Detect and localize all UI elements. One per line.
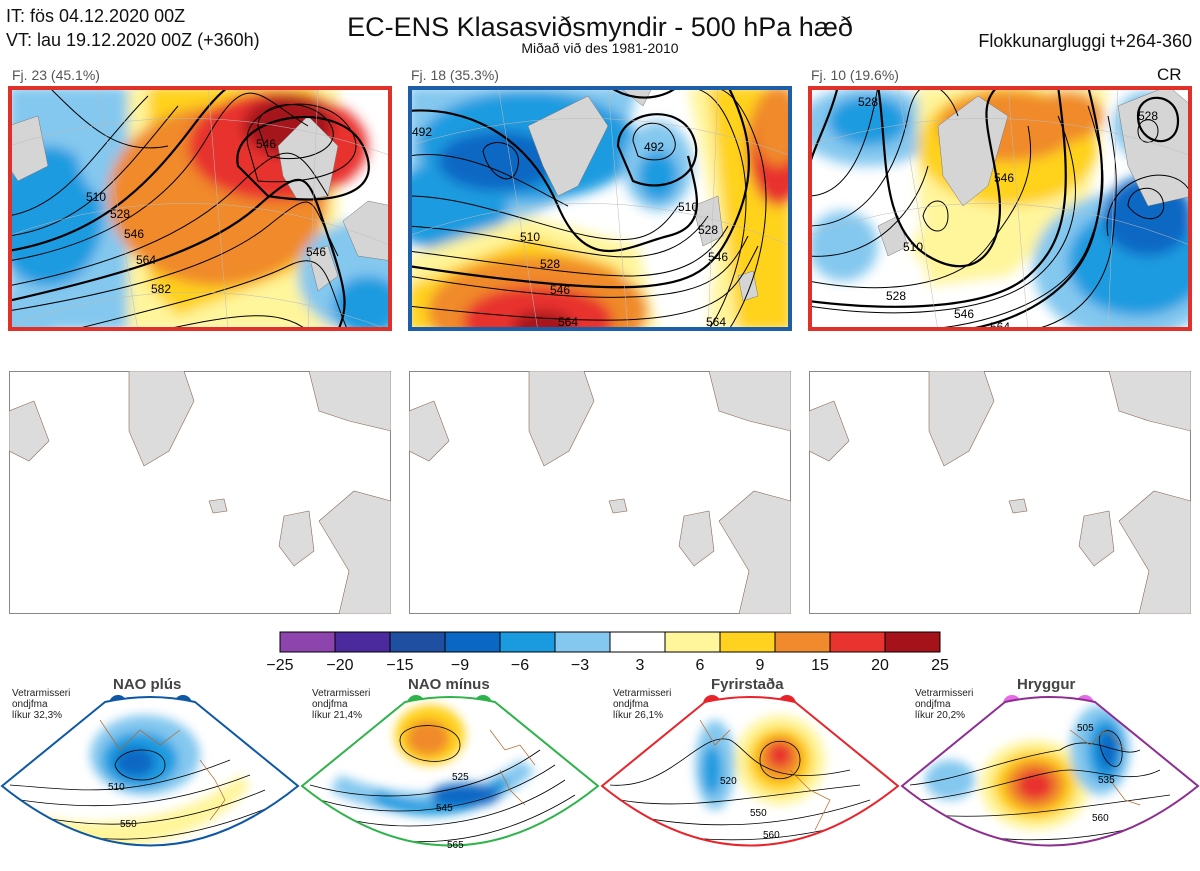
cluster-3-label: Fj. 10 (19.6%)	[811, 67, 899, 83]
contour-label: 560	[763, 830, 780, 841]
cluster-1-frame	[8, 86, 392, 331]
regime-4-title: Hryggur	[1017, 676, 1076, 693]
page-subtitle: Miðað við des 1981-2010	[521, 40, 679, 56]
colorbar-tick-label: 9	[756, 657, 765, 674]
regime-3-map: 520 550 560	[600, 695, 900, 847]
contour-label: 492	[644, 140, 664, 154]
contour-label: 564	[136, 253, 156, 267]
contour-label: 550	[750, 808, 767, 819]
contour-label: 528	[886, 289, 906, 303]
cluster-3-frame	[808, 86, 1192, 331]
colorbar-tick-label: 15	[811, 657, 829, 674]
contour-label: 528	[110, 207, 130, 221]
contour-label: 564	[558, 315, 578, 329]
colorbar-swatch	[664, 631, 721, 653]
cluster-3-regime-tag: CR	[1157, 65, 1182, 84]
contour-label: 560	[1092, 813, 1109, 824]
regime-2-map: 525 545 565	[300, 695, 600, 851]
colorbar-tick-label: −6	[511, 657, 529, 674]
colorbar-swatch	[609, 631, 666, 653]
contour-label: 546	[124, 227, 144, 241]
colorbar-tick-label: −3	[571, 657, 589, 674]
contour-label: 510	[86, 190, 106, 204]
colorbar-swatch	[554, 631, 611, 653]
contour-label: 510	[520, 230, 540, 244]
colorbar-tick-label: 6	[696, 657, 705, 674]
contour-label: 510	[903, 240, 923, 254]
colorbar-tick-label: −15	[386, 657, 413, 674]
contour-label: 546	[994, 171, 1014, 185]
regime-1-title: NAO plús	[113, 676, 182, 693]
contour-label: 492	[412, 125, 432, 139]
window-label: Flokkunargluggi t+264-360	[978, 31, 1192, 51]
colorbar-tick-label: 3	[636, 657, 645, 674]
colorbar: −25 −20 −15 −9 −6 −3 3 6 9 15 20 25	[266, 631, 949, 674]
colorbar-swatch	[334, 631, 391, 653]
contour-label: 525	[452, 772, 469, 783]
contour-label: 565	[447, 840, 464, 851]
contour-label: 582	[151, 282, 171, 296]
colorbar-swatch	[884, 631, 941, 653]
regime-2-note: Vetrarmisseri ondjfma líkur 21,4%	[312, 688, 371, 721]
contour-label: 528	[540, 257, 560, 271]
regime-3-note: Vetrarmisseri ondjfma líkur 26,1%	[613, 688, 672, 721]
contour-label: 505	[1077, 723, 1094, 734]
colorbar-swatch	[829, 631, 886, 653]
contour-label: 546	[306, 245, 326, 259]
page-title: EC-ENS Klasasviðsmyndir - 500 hPa hæð	[347, 12, 853, 42]
cluster-2-map: 492 492 510 528 546 564 510 528 546 564	[408, 86, 792, 331]
regime-4-map: 505 535 560	[900, 695, 1200, 847]
colorbar-tick-label: −9	[451, 657, 469, 674]
contour-label: 564	[990, 320, 1010, 331]
colorbar-swatch	[499, 631, 556, 653]
contour-label: 545	[436, 803, 453, 814]
contour-label: 546	[708, 250, 728, 264]
cluster-3-map: 528 510 528 546 546 564 528	[808, 86, 1192, 331]
colorbar-swatch	[389, 631, 446, 653]
contour-label: 528	[1138, 109, 1158, 123]
regime-4-note: Vetrarmisseri ondjfma líkur 20,2%	[915, 688, 974, 721]
contour-label: 546	[954, 307, 974, 321]
colorbar-swatch	[774, 631, 831, 653]
colorbar-tick-label: −25	[266, 657, 293, 674]
regimes-row: Vetrarmisseri ondjfma líkur 32,3% NAO plús	[0, 676, 1200, 871]
contour-label: 528	[858, 95, 878, 109]
basemap-3	[809, 371, 1191, 614]
cluster-2-frame	[408, 86, 792, 331]
init-time: IT: fös 04.12.2020 00Z	[6, 6, 186, 26]
colorbar-swatch	[444, 631, 501, 653]
colorbar-tick-label: 25	[931, 657, 949, 674]
contour-label: 510	[678, 200, 698, 214]
regime-1-note: Vetrarmisseri ondjfma líkur 32,3%	[12, 688, 71, 721]
contour-label: 546	[550, 283, 570, 297]
contour-label: 564	[706, 315, 726, 329]
contour-label: 510	[108, 782, 125, 793]
cluster-1-label: Fj. 23 (45.1%)	[12, 67, 100, 83]
colorbar-swatch	[719, 631, 776, 653]
basemap-2	[409, 371, 791, 614]
contour-label: 535	[1098, 775, 1115, 786]
valid-time: VT: lau 19.12.2020 00Z (+360h)	[6, 30, 260, 50]
colorbar-tick-label: 20	[871, 657, 889, 674]
cluster-2-label: Fj. 18 (35.3%)	[411, 67, 499, 83]
cluster-1-map: 510 528 546 564 582 546 546	[8, 86, 392, 331]
colorbar-tick-label: −20	[326, 657, 353, 674]
contour-label: 528	[698, 223, 718, 237]
regime-1-map: 510 550	[0, 695, 300, 847]
contour-label: 546	[256, 137, 276, 151]
basemap-1	[9, 371, 391, 614]
colorbar-swatch	[279, 631, 336, 653]
regime-3-title: Fyrirstaða	[711, 676, 784, 693]
contour-label: 520	[720, 776, 737, 787]
regime-2-title: NAO mínus	[408, 676, 490, 693]
contour-label: 550	[120, 819, 137, 830]
